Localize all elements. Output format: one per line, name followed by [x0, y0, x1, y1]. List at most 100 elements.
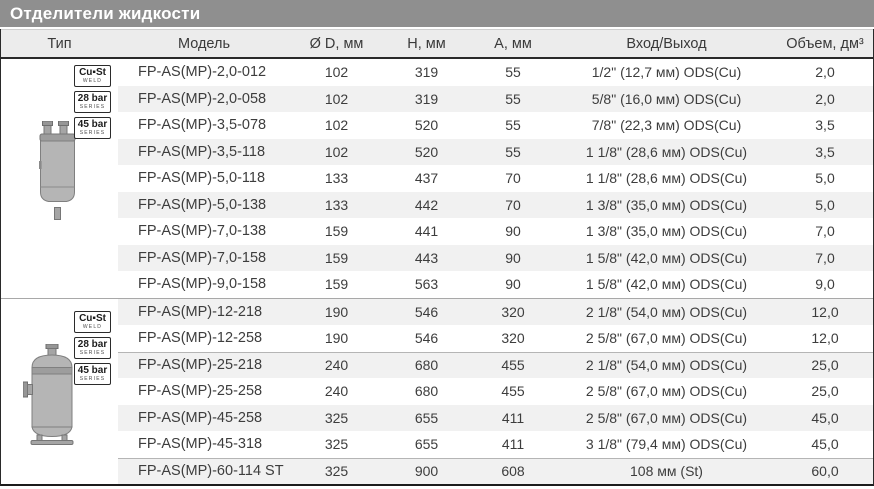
cell-inlet-outlet: 2 5/8" (67,0 мм) ODS(Cu)	[585, 383, 748, 400]
cell-diameter: 240	[290, 351, 383, 378]
cell-height: 900	[383, 457, 470, 484]
cell-volume: 45,0	[777, 404, 873, 431]
cell-volume: 25,0	[811, 383, 839, 400]
cell-inlet-outlet: 1 5/8" (42,0 мм) ODS(Cu)	[585, 276, 748, 293]
cell-a: 55	[505, 117, 521, 134]
type-cell-large: Cu▪St WELD 28 bar SERIES 45 bar SERIES	[1, 298, 118, 484]
cell-height: 319	[383, 85, 470, 112]
cell-inlet-outlet: 2 1/8" (54,0 мм) ODS(Cu)	[556, 298, 777, 325]
cell-volume: 2,0	[777, 85, 873, 112]
column-header-inlet-outlet: Вход/Выход	[626, 35, 707, 52]
cell-height: 520	[383, 138, 470, 165]
cell-inlet-outlet: 5/8" (16,0 мм) ODS(Cu)	[556, 85, 777, 112]
badge-cu-st-weld: Cu▪St WELD	[74, 310, 111, 333]
cell-diameter: 102	[290, 138, 383, 165]
cell-diameter: 102	[324, 64, 349, 81]
badge-45-bar-series: 45 bar SERIES	[74, 117, 111, 139]
table-section-small-models: Cu▪St WELD 28 bar SERIES 45 bar SERIES F…	[1, 59, 873, 298]
cell-model: FP-AS(MP)-2,0-012	[138, 64, 267, 81]
cell-model: FP-AS(MP)-9,0-158	[138, 276, 267, 293]
cell-a: 70	[470, 191, 556, 218]
cell-volume: 12,0	[811, 330, 839, 347]
cell-a: 90	[470, 244, 556, 271]
cell-model: FP-AS(MP)-60-114 ST	[118, 457, 290, 484]
cell-volume: 60,0	[777, 457, 873, 484]
cell-volume: 7,0	[777, 244, 873, 271]
cell-volume: 3,5	[815, 117, 835, 134]
cell-inlet-outlet: 1 1/8" (28,6 мм) ODS(Cu)	[585, 170, 748, 187]
cell-a: 455	[470, 351, 556, 378]
badge-45-bar-series: 45 bar SERIES	[74, 362, 111, 385]
cell-a: 411	[501, 436, 525, 453]
cell-a: 608	[470, 457, 556, 484]
page-title: Отделители жидкости	[0, 0, 874, 27]
cell-a: 411	[470, 404, 556, 431]
cell-model: FP-AS(MP)-7,0-138	[138, 223, 267, 240]
cell-model: FP-AS(MP)-7,0-158	[118, 244, 290, 271]
cell-a: 320	[470, 298, 556, 325]
cell-model: FP-AS(MP)-2,0-058	[118, 85, 290, 112]
cell-volume: 9,0	[815, 276, 835, 293]
cell-diameter: 133	[324, 170, 349, 187]
cell-model: FP-AS(MP)-12-258	[138, 330, 263, 347]
cell-height: 655	[383, 404, 470, 431]
cell-inlet-outlet: 7/8" (22,3 мм) ODS(Cu)	[591, 117, 742, 134]
table-section-large-models: Cu▪St WELD 28 bar SERIES 45 bar SERIES F…	[1, 297, 873, 484]
certification-badges: Cu▪St WELD 28 bar SERIES 45 bar SERIES	[74, 310, 111, 385]
cell-volume: 25,0	[777, 351, 873, 378]
cell-inlet-outlet: 1 3/8" (35,0 мм) ODS(Cu)	[556, 191, 777, 218]
badge-cu-st-weld: Cu▪St WELD	[74, 65, 111, 87]
certification-badges: Cu▪St WELD 28 bar SERIES 45 bar SERIES	[74, 65, 111, 139]
cell-diameter: 102	[290, 85, 383, 112]
column-header-model: Модель	[177, 35, 231, 52]
cell-volume: 2,0	[815, 64, 835, 81]
cell-a: 90	[505, 223, 521, 240]
liquid-separator-small-image	[39, 121, 76, 220]
cell-model: FP-AS(MP)-45-258	[118, 404, 290, 431]
cell-height: 437	[414, 170, 439, 187]
cell-model: FP-AS(MP)-5,0-118	[138, 170, 266, 187]
cell-model: FP-AS(MP)-25-258	[138, 383, 263, 400]
cell-volume: 45,0	[811, 436, 839, 453]
cell-volume: 12,0	[777, 298, 873, 325]
cell-inlet-outlet: 108 мм (St)	[556, 457, 777, 484]
cell-diameter: 102	[324, 117, 349, 134]
cell-inlet-outlet: 1/2" (12,7 мм) ODS(Cu)	[591, 64, 742, 81]
cell-height: 563	[414, 276, 439, 293]
cell-a: 55	[505, 64, 521, 81]
cell-volume: 3,5	[777, 138, 873, 165]
cell-height: 520	[414, 117, 439, 134]
cell-a: 55	[470, 85, 556, 112]
cell-height: 443	[383, 244, 470, 271]
cell-diameter: 325	[290, 457, 383, 484]
cell-a: 90	[505, 276, 521, 293]
cell-diameter: 159	[324, 276, 349, 293]
cell-inlet-outlet: 2 1/8" (54,0 мм) ODS(Cu)	[556, 351, 777, 378]
cell-volume: 5,0	[777, 191, 873, 218]
cell-volume: 7,0	[815, 223, 835, 240]
cell-height: 441	[414, 223, 439, 240]
cell-a: 70	[505, 170, 521, 187]
cell-height: 442	[383, 191, 470, 218]
cell-inlet-outlet: 2 5/8" (67,0 мм) ODS(Cu)	[556, 404, 777, 431]
cell-a: 55	[470, 138, 556, 165]
cell-inlet-outlet: 1 1/8" (28,6 мм) ODS(Cu)	[556, 138, 777, 165]
column-header-volume: Объем, дм³	[786, 35, 864, 52]
cell-diameter: 190	[290, 298, 383, 325]
cell-diameter: 159	[290, 244, 383, 271]
cell-height: 546	[383, 298, 470, 325]
cell-diameter: 133	[290, 191, 383, 218]
cell-inlet-outlet: 1 3/8" (35,0 мм) ODS(Cu)	[585, 223, 748, 240]
cell-model: FP-AS(MP)-45-318	[138, 436, 263, 453]
cell-diameter: 190	[324, 330, 349, 347]
cell-model: FP-AS(MP)-5,0-138	[118, 191, 290, 218]
cell-model: FP-AS(MP)-12-218	[118, 298, 290, 325]
cell-volume: 5,0	[815, 170, 835, 187]
cell-diameter: 240	[324, 383, 349, 400]
badge-28-bar-series: 28 bar SERIES	[74, 91, 111, 113]
column-header-diameter: Ø D, мм	[309, 35, 364, 52]
cell-model: FP-AS(MP)-3,5-078	[138, 117, 267, 134]
cell-a: 320	[501, 330, 525, 347]
cell-model: FP-AS(MP)-3,5-118	[118, 138, 290, 165]
cell-inlet-outlet: 1 5/8" (42,0 мм) ODS(Cu)	[556, 244, 777, 271]
